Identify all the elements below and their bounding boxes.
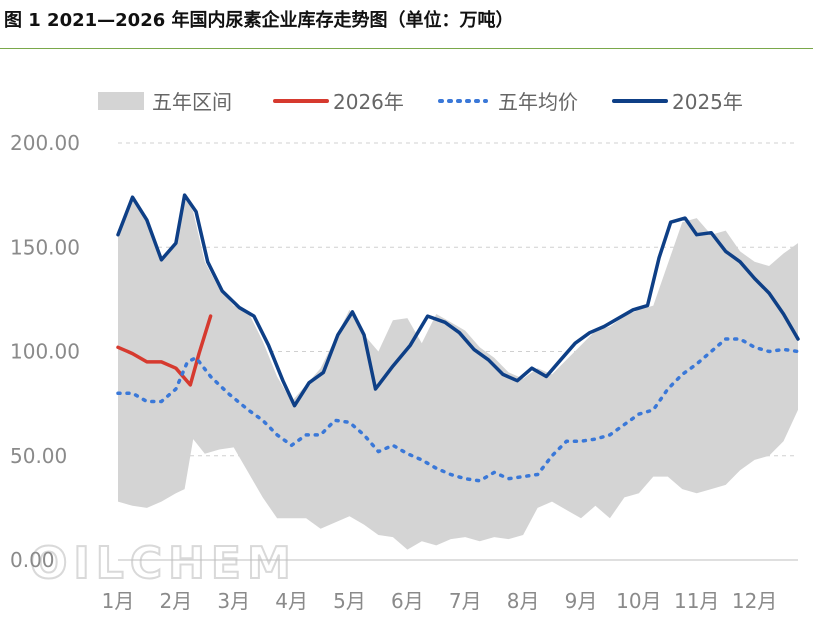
oilchem-watermark: OILCHEM	[29, 537, 297, 590]
x-tick-label: 3月	[217, 589, 250, 613]
x-tick-label: 1月	[102, 589, 135, 613]
x-tick-label: 2月	[160, 589, 193, 613]
legend-item-2025: 2025年	[612, 90, 743, 114]
legend: 五年区间 2026年 五年均价 2025年	[98, 90, 743, 114]
legend-item-2026: 2026年	[273, 90, 404, 114]
series-lines	[116, 193, 800, 483]
y-tick-label: 50.00	[10, 444, 67, 468]
legend-label: 2026年	[333, 90, 404, 114]
y-tick-label: 150.00	[10, 235, 80, 259]
axes: 0.00 50.00 100.00 150.00 200.00 1月 2月 3月 4月 5月 6月 7…	[10, 131, 798, 613]
legend-item-5yr-avg: 五年均价	[438, 90, 578, 114]
x-tick-label: 12月	[732, 589, 777, 613]
y-tick-label: 0.00	[10, 548, 55, 572]
series-5yr-avg-line	[116, 337, 800, 483]
series-2026-line	[116, 314, 213, 387]
legend-label: 五年区间	[152, 90, 232, 114]
watermark-text: OILCHEM	[30, 538, 297, 589]
x-tick-label: 7月	[449, 589, 482, 613]
legend-label: 2025年	[672, 90, 743, 114]
series-2025-line	[116, 193, 800, 408]
legend-swatch	[98, 92, 144, 110]
five-year-range-band	[118, 195, 798, 550]
x-tick-label: 5月	[333, 589, 366, 613]
x-tick-label: 6月	[391, 589, 424, 613]
x-tick-label: 9月	[565, 589, 598, 613]
title-divider	[0, 48, 813, 49]
y-tick-label: 200.00	[10, 131, 80, 155]
y-tick-label: 100.00	[10, 340, 80, 364]
x-tick-label: 8月	[507, 589, 540, 613]
x-tick-label: 11月	[674, 589, 719, 613]
legend-label: 五年均价	[498, 90, 578, 114]
legend-item-five-year-range: 五年区间	[98, 90, 232, 114]
band-area	[118, 195, 798, 550]
chart-title: 图 1 2021—2026 年国内尿素企业库存走势图（单位：万吨）	[4, 10, 514, 31]
x-tick-label: 10月	[616, 589, 661, 613]
x-tick-label: 4月	[275, 589, 308, 613]
